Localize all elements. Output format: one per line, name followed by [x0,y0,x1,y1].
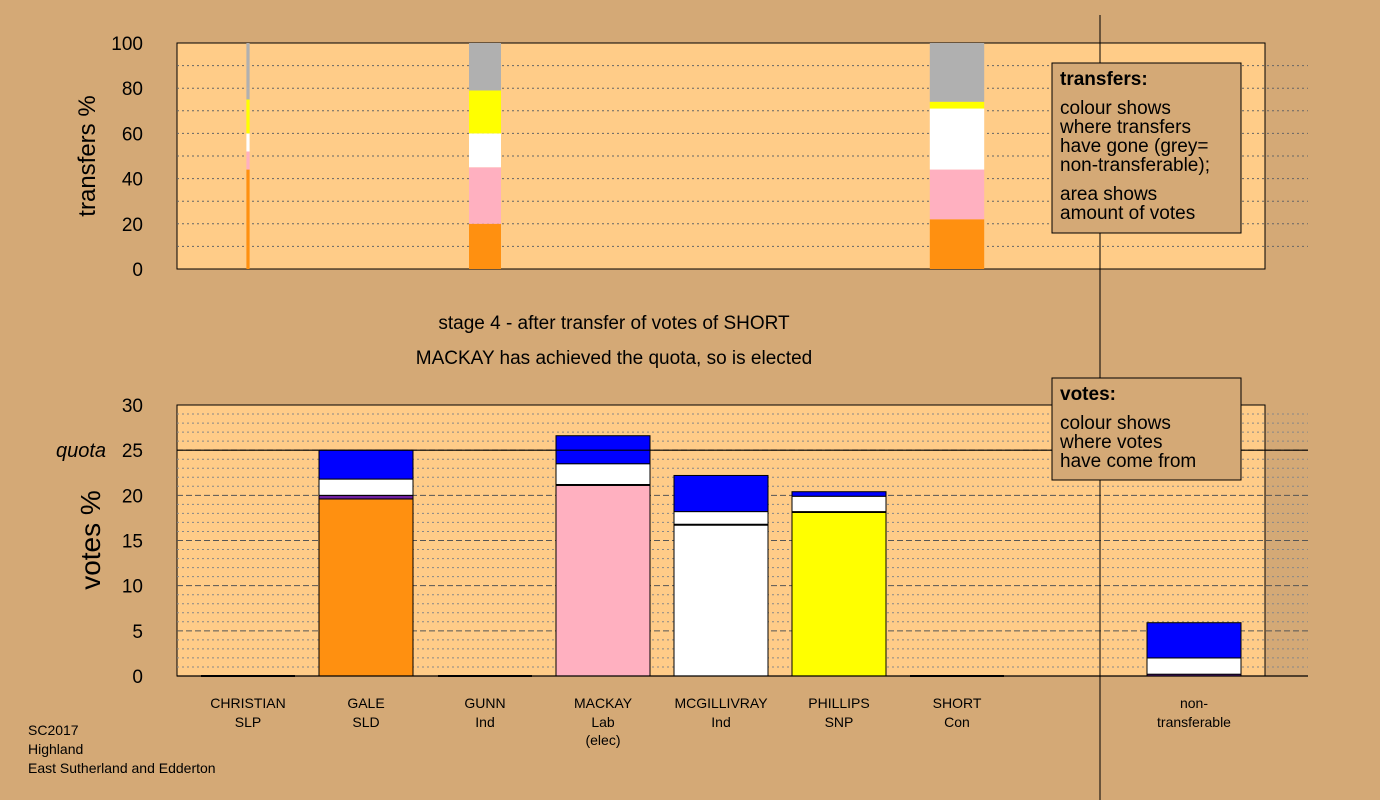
vote-segment-gale [318,478,414,496]
candidate-name: MCGILLIVRAY [674,695,768,711]
vote-segment-phillips [791,511,887,677]
votes-tick-label: 5 [132,622,143,643]
votes-legend: votes: colour shows where votes have com… [1051,377,1242,481]
votes-tick-label: 20 [122,486,143,507]
candidate-name: PHILLIPS [808,695,869,711]
transfer-segment-short [929,108,985,170]
votes-legend-line: colour shows [1060,413,1171,434]
transfer-segment-christian [246,169,250,269]
vote-segment-non-transferable [1146,622,1242,659]
vote-segment-non-transferable [1146,657,1242,675]
transfers-bars [246,43,985,269]
transfer-segment-christian [246,99,250,134]
vote-segment-phillips [791,491,887,497]
footer-line: SC2017 [28,722,79,738]
transfer-segment-christian [246,151,250,170]
candidate-party: SNP [825,714,854,730]
transfers-legend-line: have gone (grey= [1060,136,1208,157]
footer-line: East Sutherland and Edderton [28,760,216,776]
transfers-legend-line: area shows [1060,184,1157,205]
votes-tick-label: 10 [122,577,143,598]
vote-segment-mcgillivray [673,474,769,513]
candidate-party: Ind [711,714,730,730]
vote-segment-mackay [555,463,651,485]
transfers-tick-label: 0 [132,260,143,281]
stage-caption: stage 4 - after transfer of votes of SHO… [438,313,790,334]
vote-segment-gale [318,449,414,480]
stage-result: MACKAY has achieved the quota, so is ele… [416,348,812,369]
candidate-party: SLP [235,714,261,730]
candidate-name: CHRISTIAN [210,695,285,711]
transfer-segment-gunn [469,167,501,224]
footer-line: Highland [28,741,83,757]
votes-y-axis-title: votes % [75,490,106,590]
vote-segment-mackay [555,484,651,677]
transfer-segment-short [929,43,985,102]
transfers-tick-label: 80 [122,79,143,100]
candidate-name: GALE [347,695,384,711]
votes-tick-label: 0 [132,667,143,688]
transfers-legend-title: transfers: [1060,69,1148,90]
candidate-party: SLD [352,714,379,730]
transfers-tick-label: 100 [111,34,143,55]
transfers-tick-label: 40 [122,170,143,191]
transfer-segment-christian [246,133,250,152]
transfer-segment-short [929,101,985,109]
transfers-tick-label: 60 [122,124,143,145]
candidate-name: non- [1180,695,1208,711]
transfer-segment-short [929,219,985,269]
vote-segment-mcgillivray [673,511,769,525]
category-labels: CHRISTIAN SLP GALE SLD GUNN Ind MACKAY Lab (elec… [210,695,1231,748]
votes-legend-line: have come from [1060,451,1196,472]
transfers-gridlines [177,65,1308,247]
vote-segment-mcgillivray [673,524,769,677]
votes-legend-title: votes: [1060,384,1116,405]
transfers-y-axis-title: transfers % [74,95,101,216]
candidate-party: Con [944,714,970,730]
candidate-status: (elec) [585,732,620,748]
votes-tick-label: 30 [122,396,143,417]
votes-tick-label: 25 [122,441,143,462]
transfers-legend-line: colour shows [1060,98,1171,119]
transfer-segment-short [929,169,985,220]
quota-label: quota [56,440,106,462]
transfers-legend-line: amount of votes [1060,203,1195,224]
votes-y-ticks: 0 5 10 15 20 25 30 [122,396,143,688]
transfers-tick-label: 20 [122,215,143,236]
candidate-name: SHORT [933,695,982,711]
transfers-legend-line: non-transferable); [1060,155,1210,176]
vote-segment-gale [318,494,414,500]
candidate-party: transferable [1157,714,1231,730]
transfer-segment-gunn [469,90,501,134]
footer: SC2017 Highland East Sutherland and Edde… [28,722,216,776]
votes-legend-line: where votes [1059,432,1162,453]
votes-tick-label: 15 [122,532,143,553]
vote-segment-gale [318,498,414,677]
transfer-segment-gunn [469,133,501,168]
transfers-legend: transfers: colour shows where transfers … [1051,62,1242,234]
candidate-name: GUNN [464,695,505,711]
transfers-y-ticks: 0 20 40 60 80 100 [111,34,143,281]
transfers-legend-line: where transfers [1059,117,1191,138]
candidate-name: MACKAY [574,695,633,711]
transfer-segment-gunn [469,43,501,91]
transfer-segment-christian [246,43,250,100]
candidate-party: Ind [475,714,494,730]
transfer-segment-gunn [469,223,501,269]
vote-segment-phillips [791,495,887,513]
candidate-party: Lab [591,714,615,730]
